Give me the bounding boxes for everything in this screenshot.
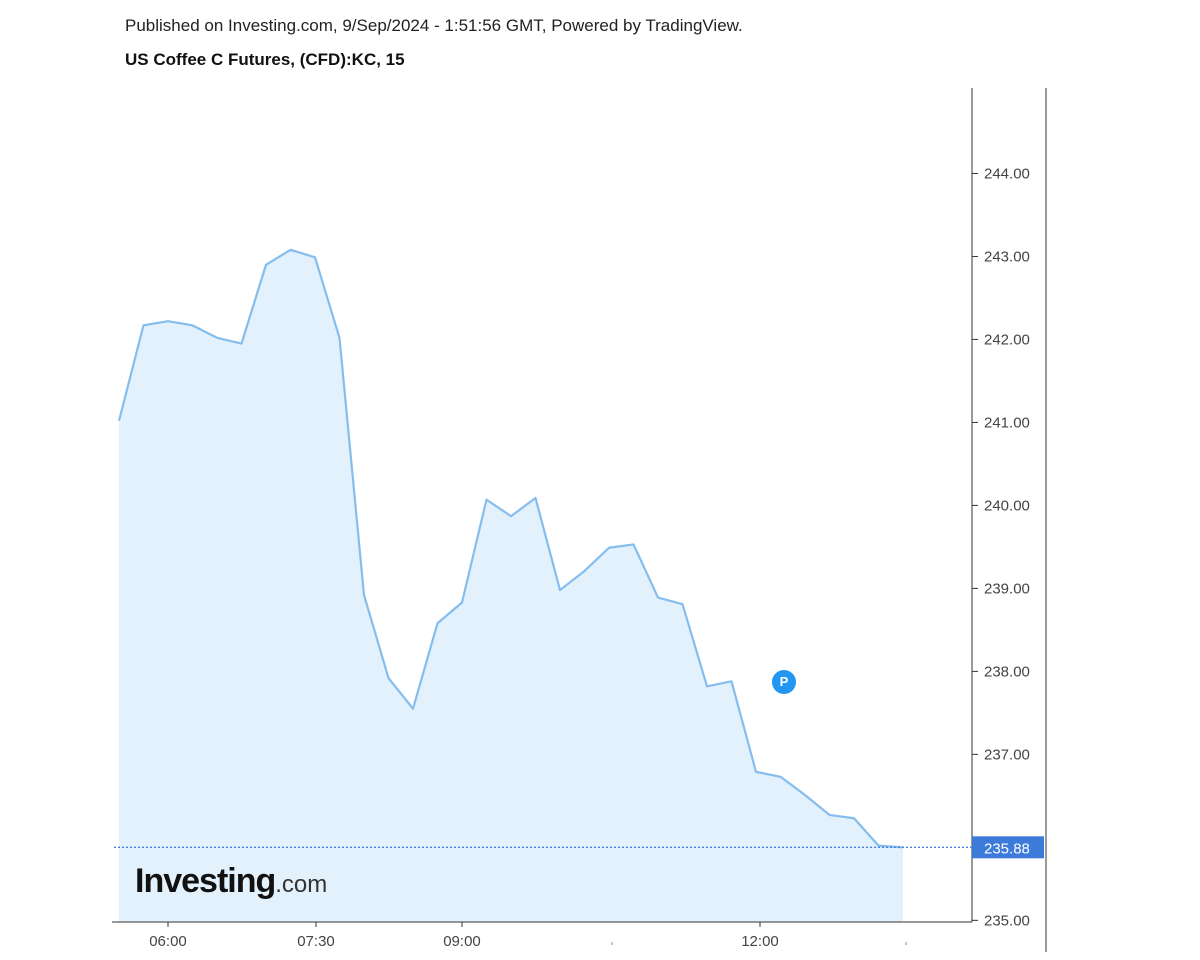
published-info: Published on Investing.com, 9/Sep/2024 -… (125, 16, 743, 35)
x-tick-label: 09:00 (443, 933, 481, 950)
event-marker-icon[interactable]: P (772, 670, 796, 694)
x-tick-label: 12:00 (741, 933, 779, 950)
last-price-box (972, 836, 1044, 859)
y-tick-label: 238.00 (984, 663, 1030, 680)
logo-tld: .com (275, 871, 328, 898)
y-axis-ticks: 235.00 237.00 238.00 239.00 240.00 241.00 242.… (972, 165, 1030, 929)
y-tick-label: 241.00 (984, 414, 1030, 431)
last-price-layer: 235.88 (114, 836, 1044, 859)
y-tick-label: 244.00 (984, 165, 1030, 182)
x-axis-ticks: 06:00 07:30 09:00 12:00 (149, 922, 907, 950)
investing-logo: Investing.com (135, 862, 327, 901)
y-tick-label: 239.00 (984, 580, 1030, 597)
y-tick-label: 243.00 (984, 248, 1030, 265)
x-tick-label: 06:00 (149, 933, 187, 950)
logo-brand: Investing (135, 862, 276, 900)
y-tick-label: 240.00 (984, 497, 1030, 514)
area-layer (117, 248, 904, 922)
price-area-fill (119, 249, 903, 922)
instrument-title: US Coffee C Futures, (CFD):KC, 15 (125, 50, 405, 69)
price-line (117, 248, 904, 849)
y-tick-label: 242.00 (984, 331, 1030, 348)
last-price-label: 235.88 (984, 840, 1030, 857)
y-tick-label: 235.00 (984, 912, 1030, 929)
y-tick-label: 237.00 (984, 746, 1030, 763)
x-tick-label: 07:30 (297, 933, 335, 950)
